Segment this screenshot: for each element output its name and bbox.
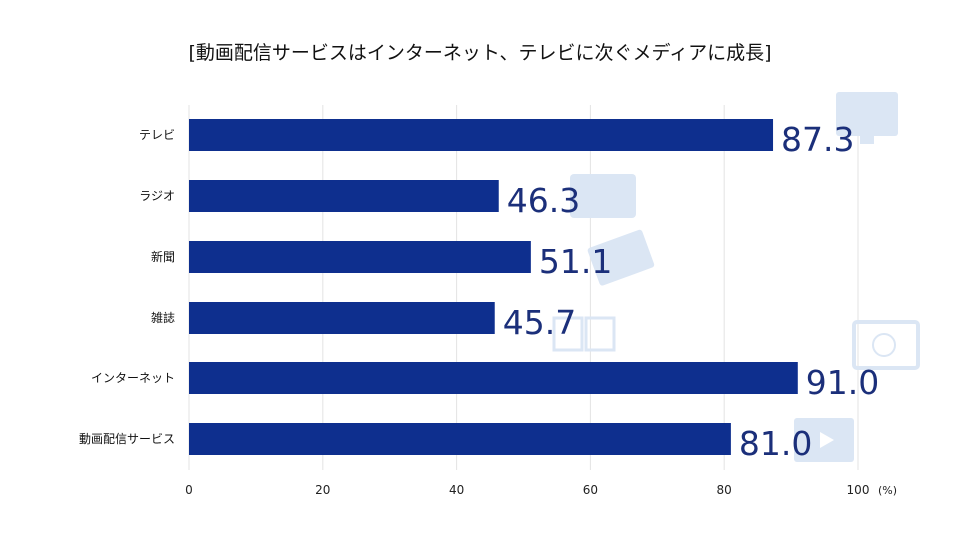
value-label: 87.3 bbox=[781, 120, 854, 159]
x-tick-label: 20 bbox=[315, 483, 330, 497]
category-label: ラジオ bbox=[139, 189, 175, 203]
radio-icon bbox=[570, 174, 636, 218]
value-label: 51.1 bbox=[539, 242, 612, 281]
bar-4 bbox=[189, 362, 798, 394]
category-label: 雑誌 bbox=[151, 310, 175, 325]
computer-globe-icon bbox=[852, 320, 920, 370]
value-label: 81.0 bbox=[739, 424, 812, 463]
book-icon bbox=[552, 316, 616, 352]
x-tick-label: 60 bbox=[583, 483, 598, 497]
computer-globe-icon-globe bbox=[872, 333, 896, 357]
category-label: 動画配信サービス bbox=[79, 432, 175, 446]
value-label: 46.3 bbox=[507, 181, 580, 220]
x-tick-label: 40 bbox=[449, 483, 464, 497]
newspaper-icon bbox=[587, 229, 655, 286]
x-tick-label: 80 bbox=[717, 483, 732, 497]
bar-2 bbox=[189, 241, 531, 273]
value-label: 91.0 bbox=[806, 363, 879, 402]
x-axis-unit: (%) bbox=[878, 484, 897, 497]
bar-5 bbox=[189, 423, 731, 455]
bar-3 bbox=[189, 302, 495, 334]
category-label: テレビ bbox=[139, 128, 175, 142]
x-tick-label: 100 bbox=[847, 483, 870, 497]
tv-icon bbox=[836, 92, 898, 136]
category-label: 新聞 bbox=[151, 249, 175, 264]
category-label: インターネット bbox=[91, 371, 175, 385]
video-play-icon-play bbox=[820, 432, 834, 448]
x-tick-label: 0 bbox=[185, 483, 193, 497]
bar-1 bbox=[189, 180, 499, 212]
value-label: 45.7 bbox=[503, 303, 576, 342]
tv-icon-stand bbox=[860, 136, 874, 144]
chart-title: [動画配信サービスはインターネット、テレビに次ぐメディアに成長] bbox=[188, 42, 772, 64]
bar-0 bbox=[189, 119, 774, 151]
